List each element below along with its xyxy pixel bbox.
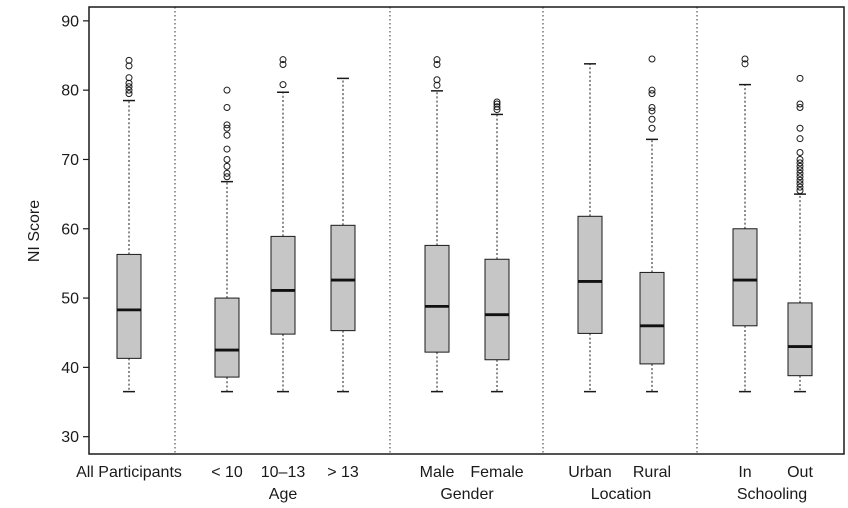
x-label-urban: Urban bbox=[568, 464, 612, 481]
outlier-out-7 bbox=[796, 166, 804, 174]
boxes bbox=[116, 215, 813, 378]
y-axis-label: NI Score bbox=[26, 200, 43, 262]
outlier-out-12 bbox=[796, 135, 804, 143]
box-10 bbox=[214, 297, 240, 378]
x-label-10: < 10 bbox=[211, 464, 243, 481]
outlier-rural-6 bbox=[648, 86, 656, 94]
outlier-10-13-3 bbox=[279, 56, 287, 64]
outlier-rural-7 bbox=[648, 55, 656, 63]
outlier-in-1 bbox=[741, 60, 749, 68]
outlier-10-3 bbox=[223, 162, 231, 170]
box-rural bbox=[639, 271, 665, 365]
outlier-rural-1 bbox=[648, 124, 656, 132]
outlier-out-5 bbox=[796, 173, 804, 181]
group-label-gender: Gender bbox=[440, 486, 494, 503]
outlier-out-6 bbox=[796, 169, 804, 177]
outlier-out-16 bbox=[796, 74, 804, 82]
outlier-rural-3 bbox=[648, 107, 656, 115]
y-tick-label-40: 40 bbox=[61, 360, 79, 377]
y-tick-label-60: 60 bbox=[61, 221, 79, 238]
box-in bbox=[732, 228, 758, 327]
outlier-out-1 bbox=[796, 187, 804, 195]
outlier-out-11 bbox=[796, 149, 804, 157]
outlier-10-10 bbox=[223, 86, 231, 94]
x-label-male: Male bbox=[420, 464, 455, 481]
box-out bbox=[787, 302, 813, 377]
outlier-10-2 bbox=[223, 169, 231, 177]
box-all-participants bbox=[116, 253, 142, 359]
y-tick-label-50: 50 bbox=[61, 291, 79, 308]
outlier-10-1 bbox=[223, 173, 231, 181]
box-female bbox=[484, 258, 510, 361]
outlier-out-4 bbox=[796, 176, 804, 184]
outlier-out-14 bbox=[796, 103, 804, 111]
group-label-age: Age bbox=[269, 486, 298, 503]
group-dividers bbox=[174, 7, 698, 454]
x-label-all-participants: All Participants bbox=[76, 464, 182, 481]
outlier-out-2 bbox=[796, 183, 804, 191]
outlier-out-3 bbox=[796, 180, 804, 188]
outlier-10-13-1 bbox=[279, 81, 287, 89]
outlier-10-8 bbox=[223, 121, 231, 129]
y-axis: 30 40 50 60 70 80 90 bbox=[61, 13, 89, 446]
outlier-rural-5 bbox=[648, 90, 656, 98]
outlier-all-participants-2 bbox=[125, 86, 133, 94]
y-tick-label-80: 80 bbox=[61, 83, 79, 100]
outlier-out-15 bbox=[796, 100, 804, 108]
outliers bbox=[125, 55, 804, 195]
outlier-female-3 bbox=[493, 100, 501, 108]
outlier-10-9 bbox=[223, 103, 231, 111]
outlier-male-3 bbox=[433, 61, 441, 69]
y-tick-label-90: 90 bbox=[61, 13, 79, 30]
x-label-in: In bbox=[738, 464, 751, 481]
outlier-rural-4 bbox=[648, 103, 656, 111]
outlier-10-6 bbox=[223, 131, 231, 139]
whiskers bbox=[123, 63, 806, 393]
group-label-location: Location bbox=[591, 486, 652, 503]
y-tick-label-30: 30 bbox=[61, 429, 79, 446]
x-label-rural: Rural bbox=[633, 464, 671, 481]
outlier-10-7 bbox=[223, 124, 231, 132]
outlier-out-8 bbox=[796, 162, 804, 170]
y-tick-label-70: 70 bbox=[61, 152, 79, 169]
outlier-all-participants-1 bbox=[125, 90, 133, 98]
outlier-male-4 bbox=[433, 56, 441, 64]
box-13 bbox=[330, 224, 356, 332]
group-labels: Age Gender Location Schooling bbox=[269, 486, 807, 503]
x-label-female: Female bbox=[470, 464, 523, 481]
group-label-schooling: Schooling bbox=[737, 486, 807, 503]
outlier-male-2 bbox=[433, 76, 441, 84]
outlier-out-10 bbox=[796, 155, 804, 163]
box-urban bbox=[577, 215, 603, 334]
outlier-10-4 bbox=[223, 155, 231, 163]
outlier-female-4 bbox=[493, 98, 501, 106]
outlier-10-5 bbox=[223, 145, 231, 153]
box-10-13 bbox=[270, 235, 296, 335]
x-label-13: > 13 bbox=[327, 464, 359, 481]
x-label-10-13: 10–13 bbox=[261, 464, 306, 481]
outlier-out-9 bbox=[796, 159, 804, 167]
outlier-female-2 bbox=[493, 103, 501, 111]
x-axis-labels: All Participants < 10 10–13 > 13 Male Female U… bbox=[76, 464, 813, 481]
outlier-in-2 bbox=[741, 55, 749, 63]
box-male bbox=[424, 244, 450, 353]
outlier-all-participants-7 bbox=[125, 56, 133, 64]
outlier-out-13 bbox=[796, 124, 804, 132]
outlier-all-participants-5 bbox=[125, 74, 133, 82]
x-label-out: Out bbox=[787, 464, 813, 481]
plot-frame bbox=[88, 6, 845, 455]
outlier-rural-2 bbox=[648, 115, 656, 123]
outlier-10-13-2 bbox=[279, 61, 287, 69]
outlier-all-participants-3 bbox=[125, 83, 133, 91]
